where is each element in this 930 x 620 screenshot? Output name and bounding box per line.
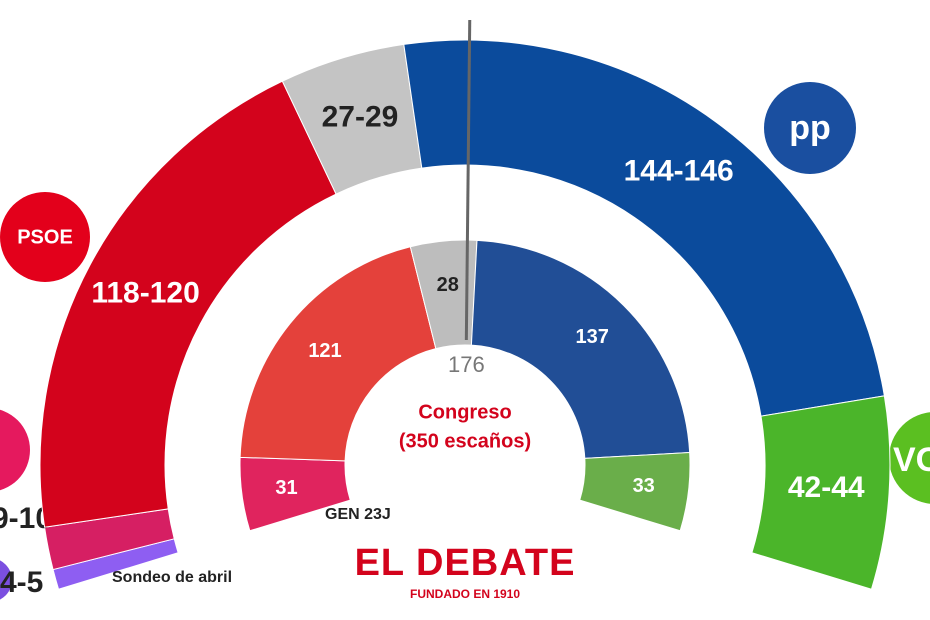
outer-segment	[403, 39, 885, 417]
outer-ring-label: Sondeo de abril	[112, 569, 232, 586]
brand-tagline: FUNDADO EN 1910	[410, 587, 520, 601]
psoe-logo-text: PSOE	[17, 226, 73, 248]
inner-value-label: 137	[575, 326, 608, 348]
outer-segment	[39, 80, 337, 528]
vox-logo	[889, 412, 930, 504]
inner-ring-label: GEN 23J	[325, 506, 391, 523]
inner-value-label: 121	[308, 340, 341, 362]
inner-value-label: 33	[633, 475, 655, 497]
outer-value-label: 4-5	[0, 566, 43, 599]
inner-value-label: 31	[275, 477, 297, 499]
majority-label: 176	[448, 352, 485, 377]
rings: 4-59-10118-12027-29144-14642-44311212813…	[0, 20, 891, 599]
inner-segment	[470, 239, 691, 459]
brand-name: EL DEBATE	[355, 542, 576, 584]
outer-value-label: 144-146	[624, 155, 734, 188]
outer-segment	[751, 395, 891, 590]
outer-value-label: 27-29	[322, 100, 399, 133]
majority-line	[464, 20, 472, 341]
psoe-logo	[0, 192, 90, 282]
pp-logo	[764, 82, 856, 174]
center-label: (350 escaños)	[399, 430, 531, 452]
sumar-logo	[0, 409, 30, 491]
center-label: Congreso	[418, 401, 511, 423]
pp-logo-text: pp	[789, 109, 831, 147]
podemos-logo	[0, 560, 12, 600]
vox-logo-text: VOX	[893, 441, 930, 479]
inner-segment	[579, 452, 691, 532]
outer-value-label: 42-44	[788, 471, 865, 504]
inner-segment	[239, 246, 437, 462]
inner-value-label: 28	[437, 274, 459, 296]
outer-value-label: 118-120	[91, 277, 199, 310]
